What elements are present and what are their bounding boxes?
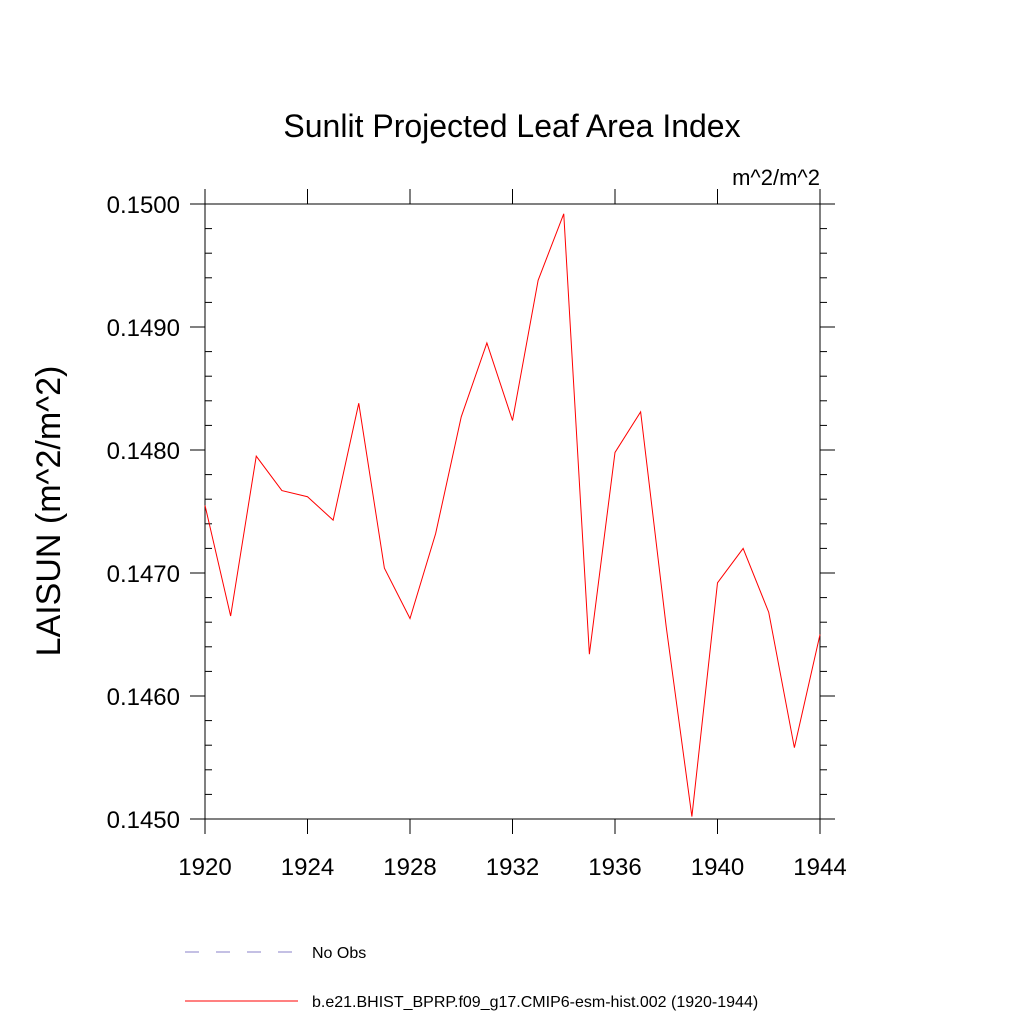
- y-axis-label: LAISUN (m^2/m^2): [30, 366, 68, 657]
- x-tick-label: 1932: [486, 854, 539, 881]
- y-tick-label: 0.1470: [107, 561, 180, 588]
- x-tick-label: 1928: [383, 854, 436, 881]
- legend-label-1: b.e21.BHIST_BPRP.f09_g17.CMIP6-esm-hist.…: [312, 994, 758, 1011]
- series-line-0: [204, 213, 821, 817]
- axes-group: 1920 1924 1928 1932 1936 1940 1944 0.1450 0.1460…: [107, 189, 847, 881]
- x-tick-label: 1936: [588, 854, 641, 881]
- series-group: [204, 213, 821, 817]
- legend: No Obs b.e21.BHIST_BPRP.f09_g17.CMIP6-esm…: [185, 945, 758, 1011]
- units-label: m^2/m^2: [732, 165, 820, 190]
- x-tick-label: 1940: [691, 854, 744, 881]
- y-tick-label: 0.1500: [107, 192, 180, 219]
- legend-label-0: No Obs: [312, 945, 366, 962]
- y-tick-label: 0.1460: [107, 684, 180, 711]
- y-tick-label: 0.1490: [107, 315, 180, 342]
- x-tick-label: 1920: [178, 854, 231, 881]
- y-tick-label: 0.1480: [107, 438, 180, 465]
- x-tick-label: 1944: [793, 854, 846, 881]
- chart-title: Sunlit Projected Leaf Area Index: [283, 108, 740, 144]
- x-tick-label: 1924: [281, 854, 334, 881]
- y-tick-label: 0.1450: [107, 807, 180, 834]
